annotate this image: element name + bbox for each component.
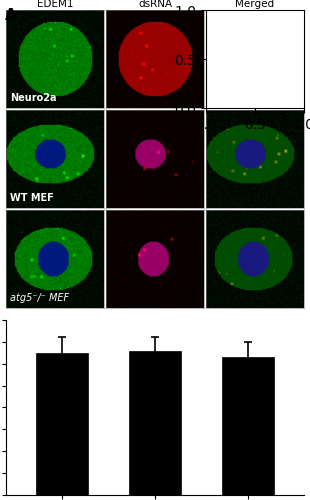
Title: dsRNA: dsRNA (138, 0, 172, 9)
Bar (130, 351, 180, 495)
Text: atg5⁻/⁻ MEF: atg5⁻/⁻ MEF (10, 293, 69, 303)
Title: EDEM1: EDEM1 (37, 0, 73, 9)
Title: Merged: Merged (235, 0, 274, 9)
Text: WT MEF: WT MEF (10, 193, 54, 203)
Text: A: A (5, 8, 16, 22)
Bar (37, 353, 88, 495)
Text: Neuro2a: Neuro2a (10, 93, 57, 103)
Bar (223, 356, 274, 495)
